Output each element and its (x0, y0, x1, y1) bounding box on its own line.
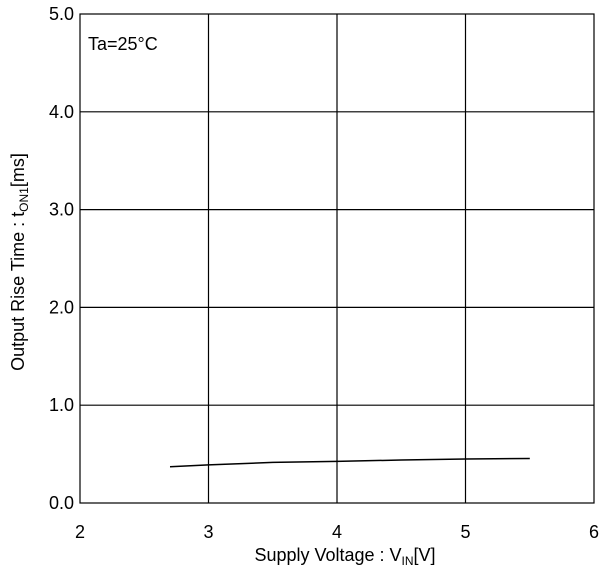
y-axis-label: Output Rise Time : tON1[ms] (8, 153, 31, 371)
series-group (169, 457, 530, 468)
annotation-temperature: Ta=25°C (88, 34, 158, 54)
x-tick-label-0: 2 (75, 522, 85, 542)
y-axis-label-subscript: ON1 (17, 187, 31, 212)
x-tick-label-1: 3 (203, 522, 213, 542)
x-tick-label-4: 6 (589, 522, 599, 542)
y-tick-label-3: 3.0 (49, 200, 74, 220)
y-axis-label-unit: [ms] (8, 153, 28, 187)
series-line-0 (169, 457, 530, 468)
y-tick-labels: 0.0 1.0 2.0 3.0 4.0 5.0 (49, 4, 74, 513)
x-tick-labels: 2 3 4 5 6 (75, 522, 599, 542)
plot-frame (79, 13, 595, 504)
y-tick-label-5: 5.0 (49, 4, 74, 24)
y-tick-label-1: 1.0 (49, 395, 74, 415)
x-axis-label-unit: [V] (414, 545, 436, 565)
grid-lines (80, 14, 594, 503)
x-tick-label-2: 4 (332, 522, 342, 542)
x-tick-label-3: 5 (460, 522, 470, 542)
x-axis-label-subscript: IN (402, 554, 414, 568)
x-axis-label: Supply Voltage : VIN[V] (254, 545, 435, 568)
y-axis-label-main: Output Rise Time : t (8, 212, 28, 371)
y-tick-label-2: 2.0 (49, 297, 74, 317)
y-tick-label-4: 4.0 (49, 102, 74, 122)
y-tick-label-0: 0.0 (49, 493, 74, 513)
x-axis-label-main: Supply Voltage : V (254, 545, 401, 565)
